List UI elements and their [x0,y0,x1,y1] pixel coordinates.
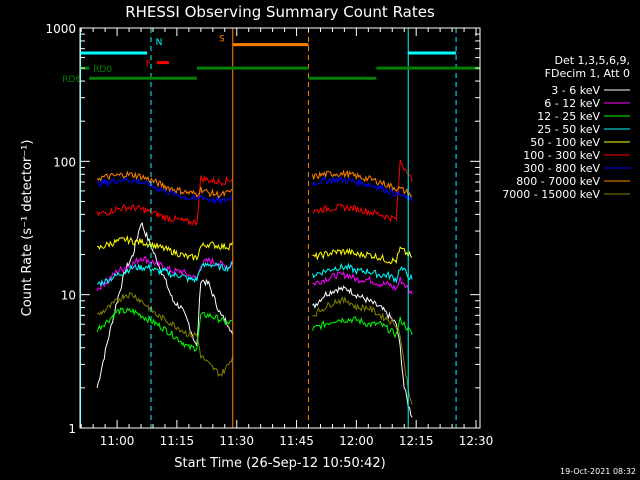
y-tick-label: 10 [61,289,76,303]
state-bar-label: N [156,38,163,48]
series-line [312,285,413,418]
y-tick-label: 1000 [45,22,76,36]
y-tick-label: 1 [68,422,76,436]
x-tick-label: 11:15 [160,434,195,448]
x-tick-label: 11:45 [279,434,314,448]
legend-entry-label: 7000 - 15000 keV [502,188,600,201]
series-line [312,315,413,339]
legend-entry-label: 50 - 100 keV [530,136,600,149]
state-bars-layer: N F S RD0 RD6 [62,34,480,85]
legend-header-line-2: FDecim 1, Att 0 [545,67,630,80]
series-line [96,307,234,352]
x-tick-label: 12:15 [399,434,434,448]
series-line [312,270,413,295]
series-line [312,159,413,223]
legend-entry-label: 25 - 50 keV [537,123,600,136]
series-line [96,222,234,389]
x-tick-label: 12:00 [339,434,374,448]
x-tick-label: 11:00 [100,434,135,448]
series-line [96,260,234,288]
state-bar-label: F [146,60,151,70]
series-line [96,291,234,378]
series-line [97,175,233,205]
legend-entry-label: 3 - 6 keV [551,84,600,97]
series-line [312,262,413,284]
vertical-markers-layer [80,28,457,428]
x-tick-label: 11:30 [219,434,254,448]
state-bar-label: RD0 [93,65,112,75]
legend-entry-label: 100 - 300 keV [523,149,600,162]
legend-header-line-1: Det 1,3,5,6,9, [554,54,630,67]
state-bar-label: RD6 [62,75,81,85]
legend-entry-label: 300 - 800 keV [523,162,600,175]
series-line [96,174,234,227]
legend-entry-label: 12 - 25 keV [537,110,600,123]
x-tick-label: 12:30 [459,434,494,448]
series-layer [96,159,413,418]
series-line [312,246,413,265]
plot-frame [79,27,481,429]
chart-title: RHESSI Observing Summary Count Rates [125,3,435,21]
y-axis-label: Count Rate (s⁻¹ detector⁻¹) [20,140,35,317]
legend-entry-label: 800 - 7000 keV [516,175,600,188]
axes-layer: 11:00 11:15 11:30 11:45 12:00 12:15 12:30 1 10 10… [45,22,493,448]
y-tick-label: 100 [53,155,76,169]
series-line [312,295,413,405]
series-line [312,169,413,198]
timestamp: 19-Oct-2021 08:32 [560,467,636,476]
legend-entry-label: 6 - 12 keV [544,97,600,110]
x-axis-label: Start Time (26-Sep-12 10:50:42) [174,456,385,471]
series-line [97,234,234,261]
state-bar-label: S [219,34,225,44]
series-line [312,175,413,204]
series-line [96,170,233,199]
